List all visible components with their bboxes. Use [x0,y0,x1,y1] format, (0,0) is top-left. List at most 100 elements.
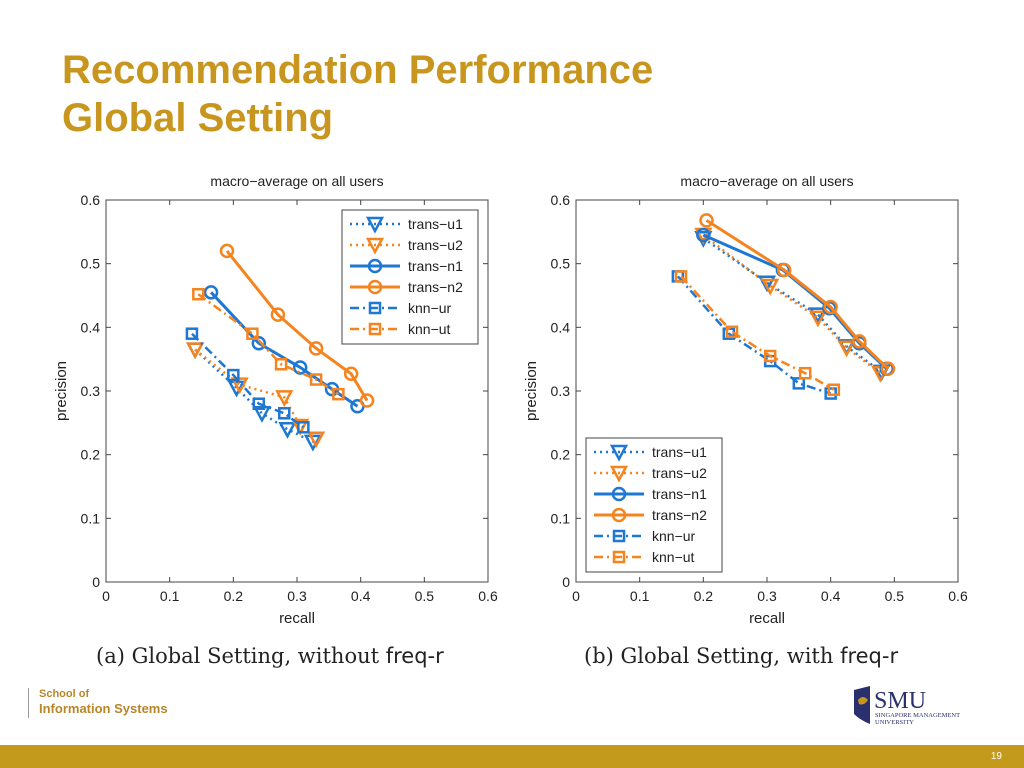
chart-b-legend-marker [609,444,629,462]
chart-b-legend-marker [612,529,626,543]
chart-a-xtick-label: 0.1 [160,588,180,604]
chart-b-ytick-label: 0.1 [551,510,571,526]
chart-b-ytick-label: 0.3 [551,383,571,399]
chart-b-ytick-label: 0.4 [551,319,571,335]
chart-a-series-trans-u1-point [252,406,272,423]
chart-b-series-trans-n2-point [852,334,867,349]
chart-b-xlabel: recall [749,610,785,627]
chart-b-legend-label: trans−u1 [652,444,707,460]
chart-a-series-knn-ut-line [197,293,340,396]
chart-b-xtick-label: 0.4 [821,588,841,604]
chart-b-series-knn-ut-point [763,349,777,363]
chart-b-xtick-label: 0.6 [948,588,968,604]
slide-title-line2: Global Setting [62,96,334,140]
chart-a-legend-label: trans−n1 [408,258,463,274]
chart-a-series-trans-u1-point [278,421,297,439]
chart-a-legend-entry: trans−u2 [350,237,463,255]
chart-a-series-knn-ut-point [309,373,323,386]
chart-a-ytick-label: 0 [92,574,100,590]
chart-a-legend-marker [367,279,383,295]
chart-b-series-knn-ut [674,270,841,396]
caption-a: (a) Global Setting, without freq-r [96,644,444,668]
chart-a-series-knn-ur-point [185,327,199,340]
chart-b-legend-entry: knn−ur [594,528,696,544]
chart-a-ytick-label: 0.6 [81,192,101,208]
chart-a-series-knn-ur-point [252,397,266,410]
chart-b-legend-label: knn−ut [652,549,695,565]
chart-b-series-knn-ut-point [798,366,812,380]
smu-crest-icon [854,686,870,724]
chart-b-xtick-label: 0.5 [885,588,905,604]
chart-a-legend-entry: knn−ut [350,321,451,337]
chart-global-setting-with-freq-r: macro−average on all users 0 0.1 0.2 0.3 0.4 0… [523,173,968,627]
chart-b-series-knn-ut-point [827,383,841,396]
smu-logo: SMU SINGAPORE MANAGEMENT UNIVERSITY [854,686,960,726]
chart-a-series-trans-n2-point [359,393,375,408]
chart-b-title: macro−average on all users [680,173,853,189]
chart-a-series-trans-n1-point [251,336,267,351]
chart-b-legend-box [585,437,723,573]
chart-a-legend-label: trans−u2 [408,237,463,253]
chart-a-legend-box [341,209,479,345]
chart-a-legend-marker [368,301,382,315]
chart-global-setting-without-freq-r: macro−average on all users 0 0.1 0.2 0.3 0.4 0… [53,173,498,627]
chart-b-legend-marker [611,507,627,523]
chart-a-series-knn-ut-point [332,387,345,401]
page-number: 19 [990,751,1002,762]
chart-b-series-knn-ut-line [680,275,835,391]
chart-b-series-trans-u2-point [837,340,856,358]
chart-a-series-trans-n2-point [343,366,359,382]
chart-a-series-trans-u2-point [186,342,205,360]
chart-b-series-trans-n1-point [696,227,711,243]
chart-a-xtick-label: 0.4 [351,588,371,604]
school-logo: School of Information Systems [28,688,168,718]
chart-a-series-knn-ur [185,327,310,434]
chart-a-series-trans-n2-point [308,341,324,356]
chart-a-legend-label: trans−u1 [408,216,463,232]
chart-a-series-trans-n2-line [225,249,369,402]
chart-b-ytick-label: 0.6 [551,192,571,208]
chart-b-series-trans-u2 [694,227,890,383]
chart-a-legend-marker [368,322,382,336]
chart-b-series-trans-n1 [696,227,894,376]
chart-a-legend-entry: trans−n2 [350,279,463,295]
chart-b-series-knn-ut-point [725,325,739,339]
chart-b-ytick-label: 0.5 [551,256,571,272]
chart-b-series-trans-n2-point [699,213,714,228]
chart-b-legend-marker [611,486,627,502]
chart-a-legend-label: knn−ur [408,300,452,316]
chart-b-legend-label: trans−u2 [652,465,707,481]
chart-a-series-knn-ur-point [227,368,240,382]
chart-a-series-trans-n2-point [270,307,286,322]
chart-b-ytick-label: 0.2 [551,447,571,463]
chart-a-legend-entry: trans−u1 [350,216,463,234]
chart-a-series-trans-n1-point [292,360,308,375]
caption-b-code: freq-r [840,644,899,668]
smu-logo-sub2: UNIVERSITY [875,719,914,726]
chart-b-series-knn-ur-point [792,377,806,390]
chart-a-ytick-label: 0.5 [81,256,101,272]
chart-b-legend-label: trans−n1 [652,486,707,502]
chart-a-series-knn-ut-point [192,287,205,301]
chart-b-legend-entry: trans−n2 [594,507,707,523]
chart-a-xtick-label: 0.6 [478,588,498,604]
chart-b-legend-entry: trans−u2 [594,465,707,483]
chart-a-series-trans-n2-point [219,243,235,259]
chart-b-ylabel: precision [523,361,540,421]
chart-a-series-knn-ut-point [274,358,288,371]
chart-b-legend-entry: knn−ut [594,549,695,565]
chart-a-series-trans-n2 [219,243,375,408]
chart-b-series-trans-n2-point [776,262,792,278]
chart-b-series-knn-ut-point [674,270,688,283]
chart-a-series-trans-u2 [186,342,326,449]
chart-a-xtick-label: 0 [102,588,110,604]
chart-b-series-knn-ur-line [676,275,832,395]
chart-a-ylabel: precision [53,361,70,421]
chart-b-legend-label: trans−n2 [652,507,707,523]
chart-b-xtick-label: 0 [572,588,580,604]
chart-a-legend-marker [365,216,385,234]
chart-a-series-trans-u2-point [230,377,249,395]
chart-b-series-trans-n2-point [823,299,838,315]
caption-b-text: (b) Global Setting, with [584,644,841,668]
chart-b-legend-marker [609,465,629,483]
